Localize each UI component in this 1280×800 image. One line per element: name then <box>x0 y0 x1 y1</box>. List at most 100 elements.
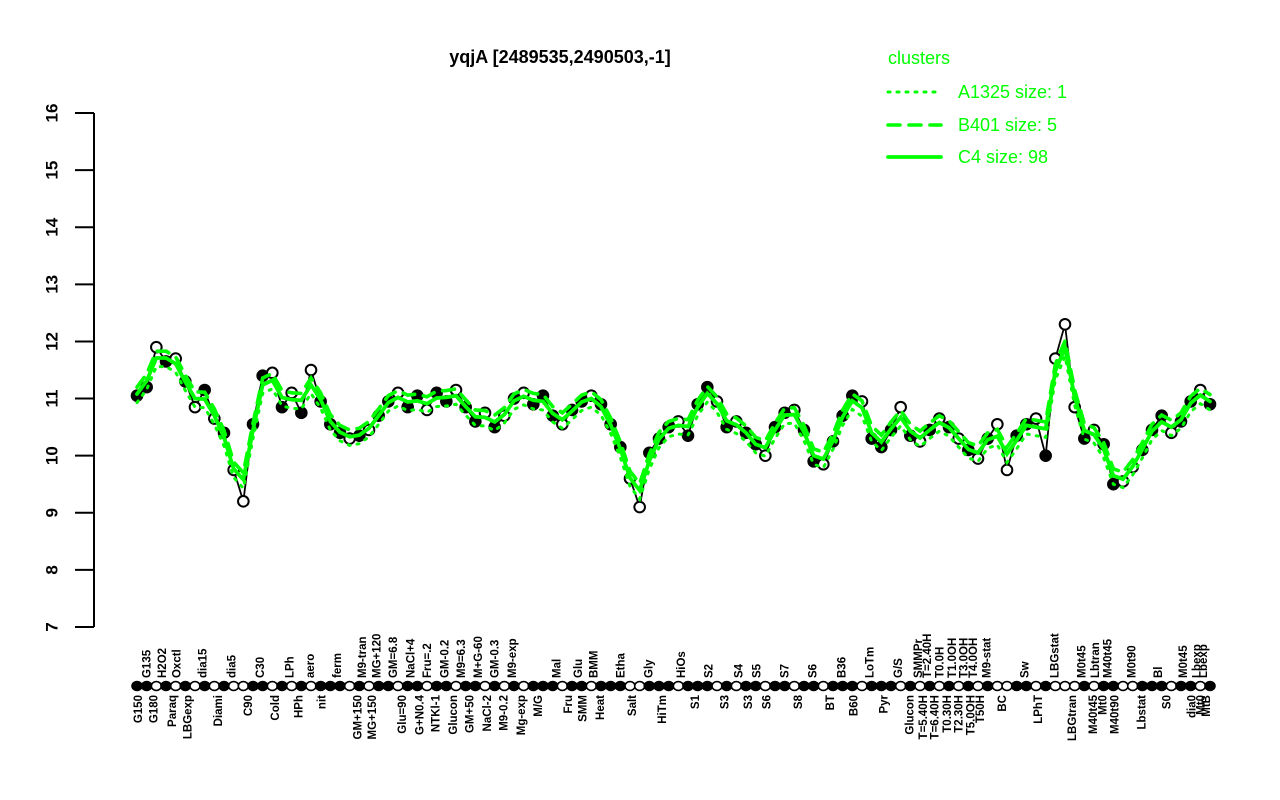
condition-marker <box>952 680 965 692</box>
condition-marker <box>740 680 752 692</box>
x-axis-label: Salt <box>627 695 639 716</box>
condition-marker <box>1194 680 1207 692</box>
x-axis-label: Glucon <box>904 695 916 735</box>
condition-marker <box>633 680 646 692</box>
data-point-open <box>1058 318 1072 331</box>
x-axis-label: S5 <box>752 663 764 678</box>
condition-marker <box>1068 680 1081 692</box>
data-point-filled <box>1039 449 1052 462</box>
x-axis-label: GM=6.8 <box>388 636 400 678</box>
x-axis-label: MtB <box>1201 695 1213 717</box>
condition-marker <box>778 680 791 692</box>
condition-marker <box>595 680 607 692</box>
x-axis-label: Etha <box>615 652 627 678</box>
x-axis-label: LBGstat <box>1049 633 1061 678</box>
x-axis-label: G+N0.4 <box>414 694 426 735</box>
condition-marker <box>353 680 366 692</box>
x-axis-condition-band: G150 G135 G180 H2O2 Paraq Oxctl LBGexp dia15 Dia… <box>131 633 1216 741</box>
condition-marker <box>662 680 675 692</box>
condition-marker <box>972 680 984 692</box>
x-axis-label: Paraq <box>167 695 179 727</box>
x-axis-label: M0t45 <box>1178 645 1190 678</box>
x-axis-label: M9-0.2 <box>498 695 510 731</box>
y-tick-label: 13 <box>43 275 62 294</box>
condition-marker <box>836 680 849 692</box>
x-axis-label: nit <box>317 695 329 709</box>
condition-marker <box>846 680 859 692</box>
cluster-lines <box>135 334 1212 503</box>
condition-marker <box>517 680 530 692</box>
condition-marker <box>382 680 395 692</box>
x-axis-label: S1 <box>690 694 702 709</box>
x-axis-label: G/S <box>893 658 905 678</box>
y-tick-label: 10 <box>43 446 62 465</box>
x-axis-label: T3.0OH <box>959 638 971 678</box>
condition-marker <box>711 680 723 692</box>
y-tick-label: 12 <box>43 332 62 351</box>
x-axis-label: GM-0.2 <box>439 640 451 678</box>
condition-marker <box>140 680 153 692</box>
condition-marker <box>1088 680 1100 692</box>
x-axis-label: M+G-60 <box>473 636 485 678</box>
condition-marker <box>624 680 636 692</box>
x-axis-label: MG+150 <box>367 695 379 739</box>
condition-marker <box>556 680 569 692</box>
x-axis-label: NaCl+4 <box>406 638 418 678</box>
condition-marker <box>575 680 588 692</box>
legend-label-b401: B401 size: 5 <box>958 115 1057 135</box>
condition-marker <box>981 680 994 692</box>
x-axis-label: B36 <box>837 657 849 678</box>
condition-marker <box>856 680 868 692</box>
x-axis-label: H2O2 <box>157 648 169 678</box>
condition-marker <box>769 680 781 692</box>
condition-marker <box>653 680 665 692</box>
x-axis-label: C30 <box>255 657 267 678</box>
condition-marker <box>343 680 356 692</box>
y-tick-label: 15 <box>43 161 62 180</box>
x-axis-label: Heat <box>595 695 607 720</box>
x-axis-label: Lbstat <box>1136 695 1148 730</box>
x-axis-label: C90 <box>243 695 255 716</box>
condition-marker <box>585 680 598 692</box>
condition-marker <box>643 680 656 692</box>
condition-marker <box>479 680 491 692</box>
cluster-line-a1325 <box>135 351 1212 503</box>
condition-marker <box>227 680 240 692</box>
condition-marker <box>488 680 501 692</box>
x-axis-label: S7 <box>780 664 792 678</box>
x-axis-label: M40t90 <box>1109 695 1121 734</box>
condition-marker <box>788 680 801 692</box>
x-axis-label: M40t45 <box>1103 638 1115 678</box>
x-axis-label: GM+50 <box>465 695 477 733</box>
x-axis-label: BC <box>997 695 1009 712</box>
x-axis-label: dia0 <box>1187 695 1199 718</box>
condition-marker <box>189 680 201 692</box>
condition-marker <box>1136 680 1149 692</box>
condition-marker <box>256 680 269 692</box>
data-point-open <box>237 495 250 508</box>
x-axis-label: Gly <box>643 659 655 678</box>
x-axis-label: Mt0 <box>1098 695 1110 715</box>
x-axis-label: T0.0H <box>934 647 946 678</box>
condition-marker <box>1097 680 1110 692</box>
x-axis-label: Oxctl <box>172 649 184 678</box>
x-axis-label: M/G <box>533 695 545 717</box>
condition-marker <box>1165 680 1178 692</box>
condition-marker <box>459 680 472 692</box>
condition-marker <box>1039 680 1052 692</box>
x-axis-label: S2 <box>703 664 715 678</box>
x-axis-label: HiTm <box>657 695 669 724</box>
condition-marker <box>730 680 743 692</box>
condition-marker <box>691 680 704 692</box>
x-axis-label: M9-exp <box>507 638 519 678</box>
x-axis-label: Bl <box>1153 667 1165 679</box>
condition-marker <box>604 680 617 692</box>
condition-marker <box>363 680 375 692</box>
condition-marker <box>827 680 839 692</box>
condition-marker <box>798 680 810 692</box>
condition-marker <box>401 680 414 692</box>
condition-marker <box>179 680 192 692</box>
condition-marker <box>962 680 975 692</box>
x-axis-label: T0.30H <box>942 695 954 733</box>
x-axis-label: T5.0OH <box>965 695 977 735</box>
